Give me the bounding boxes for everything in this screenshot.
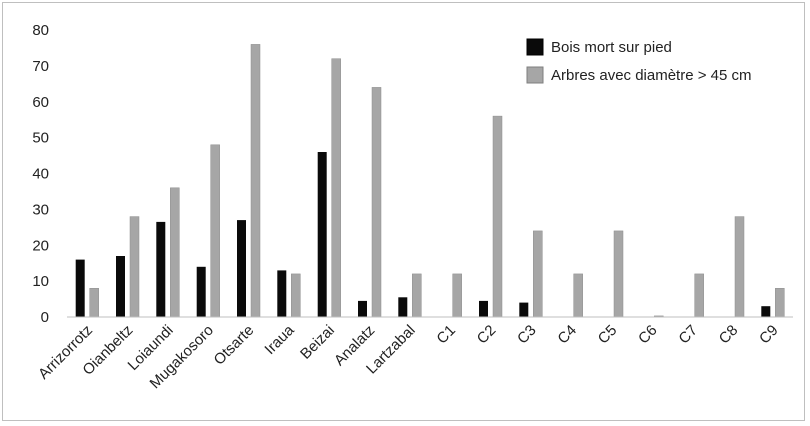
bar-arbres-45cm	[573, 273, 583, 318]
legend: Bois mort sur pied Arbres avec diamètre >…	[526, 38, 752, 84]
bar-arbres-45cm	[613, 230, 624, 318]
x-tick-label: C4	[554, 322, 580, 348]
x-tick-label: C8	[716, 322, 742, 348]
legend-swatch	[526, 66, 544, 84]
bar-bois-mort	[479, 300, 488, 317]
bar-bois-mort	[237, 220, 246, 317]
chart-frame: 0 10 20 30 40 50 60 70 80 Arrizorrotz Oianbeltz Lo…	[2, 2, 805, 421]
x-tick-label: C5	[595, 322, 621, 348]
y-tick-label: 40	[32, 166, 49, 183]
y-axis: 0 10 20 30 40 50 60 70 80	[32, 22, 49, 326]
y-tick-label: 20	[32, 237, 49, 254]
bar-bois-mort	[761, 306, 771, 317]
bar-arbres-45cm	[129, 216, 140, 318]
x-tick-label: C3	[514, 322, 540, 348]
x-tick-label: C6	[635, 322, 661, 348]
bar-bois-mort	[519, 302, 529, 317]
bar-bois-mort	[196, 266, 206, 317]
x-tick-label: C9	[756, 322, 782, 348]
bar-arbres-45cm	[291, 273, 301, 318]
bar-arbres-45cm	[210, 144, 220, 318]
x-tick-label: C1	[433, 322, 459, 348]
y-tick-label: 30	[32, 201, 49, 218]
bar-arbres-45cm	[533, 230, 543, 318]
bar-arbres-45cm	[492, 115, 503, 318]
x-axis: ArrizorrotzOianbeltzLoiaundiMugakosoroOt…	[35, 321, 782, 392]
bar-bois-mort	[277, 270, 287, 317]
x-tick-label: C7	[675, 322, 701, 348]
bar-bois-mort	[317, 152, 327, 317]
bar-arbres-45cm	[452, 273, 462, 318]
bar-arbres-45cm	[331, 58, 341, 318]
bar-arbres-45cm	[371, 87, 382, 318]
y-tick-label: 50	[32, 130, 49, 147]
bar-arbres-45cm	[89, 288, 99, 318]
bar-arbres-45cm	[170, 187, 180, 318]
bar-bois-mort	[156, 221, 166, 317]
bar-bois-mort	[116, 256, 125, 317]
bar-arbres-45cm	[250, 44, 261, 318]
x-tick-label: Otsarte	[211, 322, 258, 369]
legend-label: Arbres avec diamètre > 45 cm	[551, 67, 752, 84]
x-tick-label: C2	[474, 322, 500, 348]
x-tick-label: Iraua	[261, 321, 298, 358]
y-tick-label: 0	[41, 309, 49, 326]
legend-swatch	[526, 38, 544, 56]
bar-bois-mort	[75, 259, 85, 317]
y-tick-label: 80	[32, 22, 49, 39]
bar-arbres-45cm	[694, 273, 704, 318]
bar-bois-mort	[398, 297, 408, 317]
y-tick-label: 60	[32, 94, 49, 111]
bar-chart: 0 10 20 30 40 50 60 70 80 ArrizorrotzOianbeltzLo…	[32, 22, 793, 392]
legend-label: Bois mort sur pied	[551, 39, 672, 56]
bars	[75, 44, 785, 318]
bar-arbres-45cm	[412, 273, 422, 318]
bar-arbres-45cm	[734, 216, 745, 318]
y-tick-label: 10	[32, 273, 49, 290]
y-tick-label: 70	[32, 58, 49, 75]
bar-arbres-45cm	[775, 288, 785, 318]
bar-bois-mort	[358, 300, 367, 317]
